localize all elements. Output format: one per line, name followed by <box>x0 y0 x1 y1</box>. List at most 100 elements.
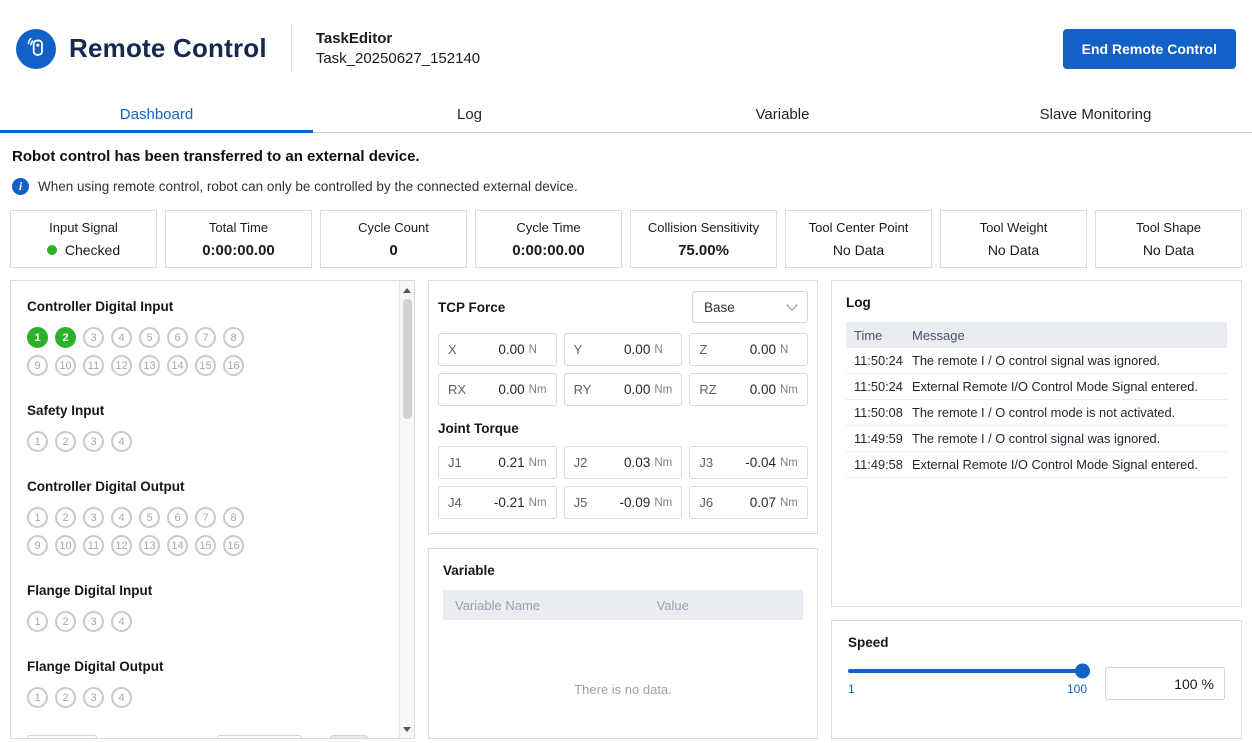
field-unit: Nm <box>654 384 672 396</box>
log-panel-title: Log <box>846 295 1227 310</box>
field-unit: Nm <box>780 457 798 469</box>
field-unit: Nm <box>780 497 798 509</box>
tab-label: Dashboard <box>120 106 193 123</box>
tab-bar: Dashboard Log Variable Slave Monitoring <box>0 97 1252 133</box>
field-unit: Nm <box>654 457 672 469</box>
stat-label: Tool Shape <box>1136 220 1201 235</box>
remote-control-icon <box>25 36 47 61</box>
middle-column: TCP Force Base X 0.00 N Y 0.00 N Z 0.00 … <box>428 280 818 739</box>
io-indicator: 2 <box>55 431 76 452</box>
notice-title: Robot control has been transferred to an… <box>12 148 1240 165</box>
log-row: 11:50:08 The remote I / O control mode i… <box>846 400 1227 426</box>
io-section-flange-digital-input: Flange Digital Input 1 2 3 4 <box>27 583 398 632</box>
log-row: 11:49:59 The remote I / O control signal… <box>846 426 1227 452</box>
io-indicator: 3 <box>83 431 104 452</box>
tab-label: Slave Monitoring <box>1040 106 1152 123</box>
stat-label: Tool Center Point <box>809 220 909 235</box>
tab[interactable]: Slave Monitoring <box>939 97 1252 132</box>
speed-slider[interactable]: 1 100 <box>848 667 1087 696</box>
io-extra-row <box>27 735 398 738</box>
task-name: Task_20250627_152140 <box>316 50 480 67</box>
variable-name-column-header: Variable Name <box>455 598 657 613</box>
app-title: Remote Control <box>69 33 267 64</box>
value-field[interactable]: RX 0.00 Nm <box>438 373 557 406</box>
tab-label: Variable <box>756 106 810 123</box>
log-rows: 11:50:24 The remote I / O control signal… <box>846 348 1227 478</box>
io-indicator: 11 <box>83 355 104 376</box>
field-unit: N <box>529 344 547 356</box>
io-indicator: 14 <box>167 355 188 376</box>
log-row-message: External Remote I/O Control Mode Signal … <box>912 457 1219 472</box>
input-box[interactable] <box>217 735 302 738</box>
tab[interactable]: Dashboard <box>0 97 313 132</box>
tab-label: Log <box>457 106 482 123</box>
value-field[interactable]: J4 -0.21 Nm <box>438 486 557 519</box>
value-field[interactable]: X 0.00 N <box>438 333 557 366</box>
value-field[interactable]: RY 0.00 Nm <box>564 373 683 406</box>
io-indicator: 13 <box>139 535 160 556</box>
log-row-time: 11:49:59 <box>854 431 912 446</box>
field-value: 0.03 <box>594 455 651 470</box>
slider-handle[interactable] <box>1075 664 1090 679</box>
io-indicator: 4 <box>111 507 132 528</box>
field-unit: N <box>654 344 672 356</box>
end-remote-control-button[interactable]: End Remote Control <box>1063 29 1236 69</box>
io-indicator: 7 <box>195 327 216 348</box>
io-indicator: 3 <box>83 611 104 632</box>
stat-card: Tool Weight No Data <box>940 210 1087 268</box>
value-field[interactable]: RZ 0.00 Nm <box>689 373 808 406</box>
slider-max-label: 100 <box>1067 682 1087 696</box>
io-indicator: 9 <box>27 355 48 376</box>
scroll-up-arrow-icon[interactable] <box>400 283 414 297</box>
value-field[interactable]: Y 0.00 N <box>564 333 683 366</box>
tab[interactable]: Variable <box>626 97 939 132</box>
stat-value: No Data <box>833 242 884 258</box>
io-section-controller-digital-output: Controller Digital Output 1 2 3 4 5 6 7 … <box>27 479 398 556</box>
value-field[interactable]: Z 0.00 N <box>689 333 808 366</box>
field-unit: Nm <box>780 384 798 396</box>
io-indicator: 9 <box>27 535 48 556</box>
chevron-down-icon <box>786 299 797 310</box>
log-row-time: 11:50:24 <box>854 353 912 368</box>
notice-section: Robot control has been transferred to an… <box>0 133 1252 195</box>
right-column: Log Time Message 11:50:24 The remote I /… <box>831 280 1242 739</box>
stat-card: Input Signal Checked <box>10 210 157 268</box>
io-indicator: 16 <box>223 535 244 556</box>
io-section-title: Safety Input <box>27 403 398 418</box>
field-value: 0.21 <box>468 455 525 470</box>
log-time-column-header: Time <box>854 328 912 343</box>
value-field[interactable]: J5 -0.09 Nm <box>564 486 683 519</box>
io-indicator: 5 <box>139 327 160 348</box>
log-message-column-header: Message <box>912 328 965 343</box>
small-button[interactable] <box>330 735 368 738</box>
io-indicator: 7 <box>195 507 216 528</box>
stat-card: Tool Center Point No Data <box>785 210 932 268</box>
io-panel-scrollbar[interactable] <box>399 281 414 738</box>
field-value: 0.00 <box>468 382 525 397</box>
io-indicator: 10 <box>55 355 76 376</box>
stat-value: 0:00:00.00 <box>202 242 275 259</box>
frame-select[interactable]: Base <box>692 291 808 323</box>
slider-track[interactable] <box>848 669 1087 673</box>
variable-table-header: Variable Name Value <box>443 590 803 620</box>
value-field[interactable]: J2 0.03 Nm <box>564 446 683 479</box>
tab[interactable]: Log <box>313 97 626 132</box>
variable-empty-text: There is no data. <box>443 682 803 697</box>
stat-card: Collision Sensitivity 75.00% <box>630 210 777 268</box>
field-label: Z <box>699 342 719 357</box>
io-indicator: 4 <box>111 327 132 348</box>
input-box[interactable] <box>27 735 97 738</box>
value-field[interactable]: J6 0.07 Nm <box>689 486 808 519</box>
io-indicator: 4 <box>111 687 132 708</box>
value-field[interactable]: J3 -0.04 Nm <box>689 446 808 479</box>
io-indicator: 1 <box>27 507 48 528</box>
scrollbar-thumb[interactable] <box>403 299 412 419</box>
log-row-message: The remote I / O control signal was igno… <box>912 353 1219 368</box>
io-indicator: 8 <box>223 507 244 528</box>
tcp-force-panel: TCP Force Base X 0.00 N Y 0.00 N Z 0.00 … <box>428 280 818 534</box>
scroll-down-arrow-icon[interactable] <box>400 722 414 736</box>
value-field[interactable]: J1 0.21 Nm <box>438 446 557 479</box>
io-indicator: 15 <box>195 535 216 556</box>
io-section-title: Flange Digital Output <box>27 659 398 674</box>
speed-value-field[interactable]: 100 % <box>1105 667 1225 700</box>
